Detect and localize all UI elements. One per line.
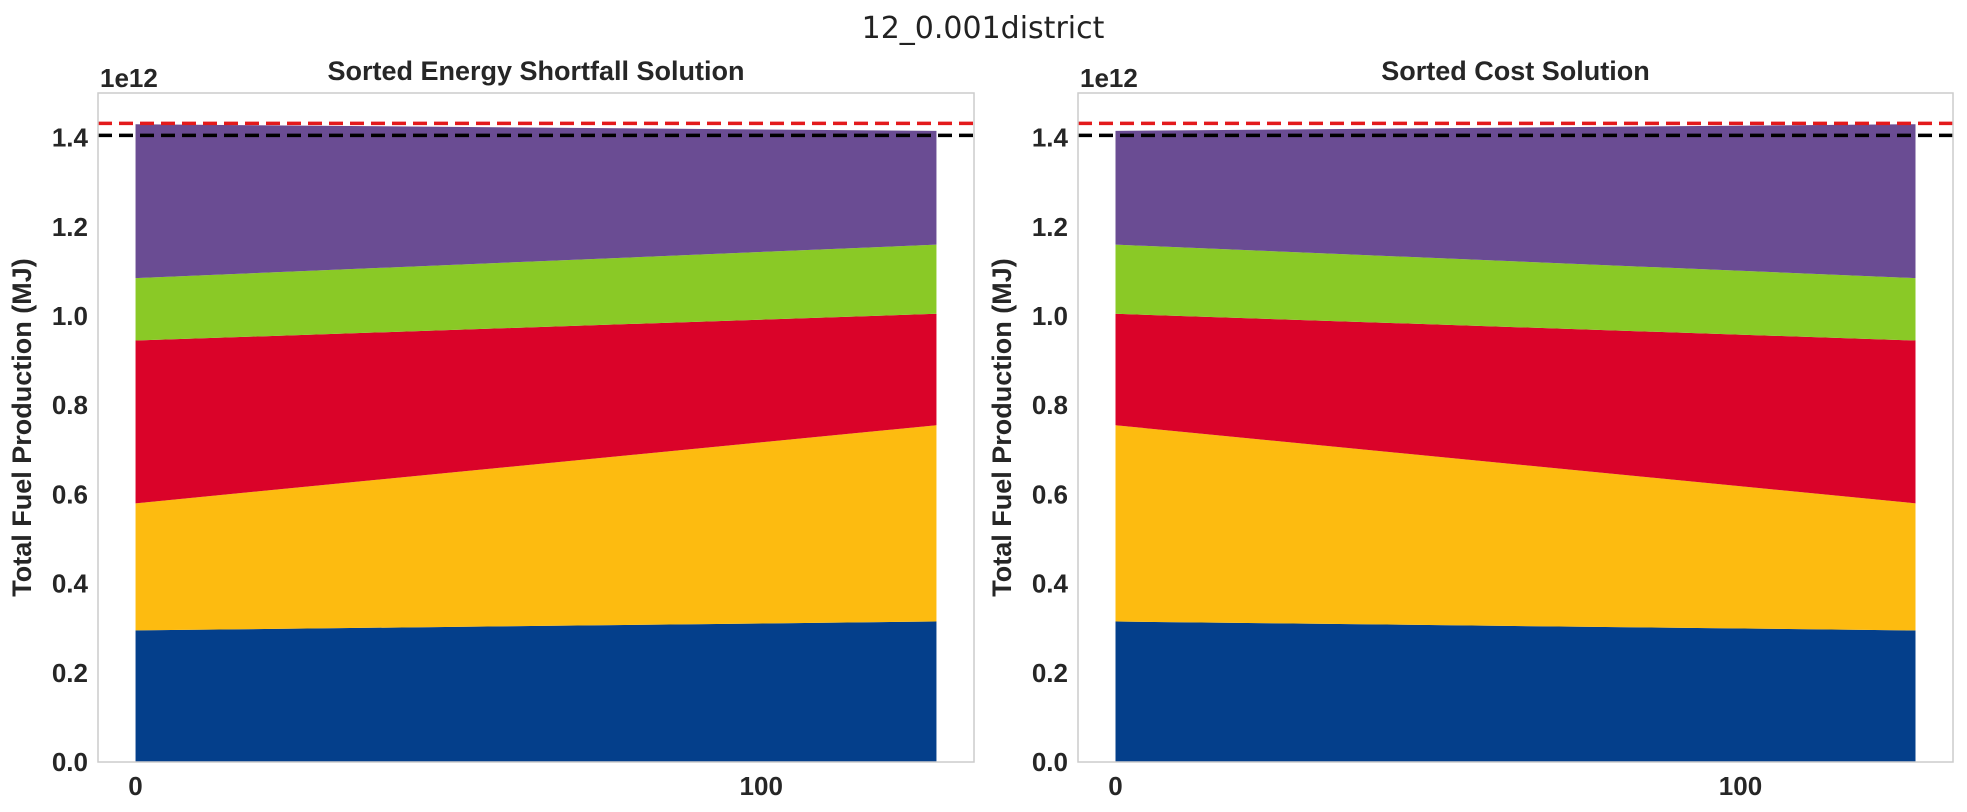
area-series-5 (1115, 124, 1916, 279)
figure-suptitle: 12_0.001district (862, 11, 1105, 46)
y-tick-label: 1.4 (1032, 123, 1069, 153)
y-tick-label: 1.2 (1032, 212, 1068, 242)
y-offset-label: 1e12 (100, 63, 158, 93)
area-series-5 (135, 124, 937, 279)
y-axis-label: Total Fuel Production (MJ) (987, 258, 1017, 596)
x-axis-ticks: 0 100 (128, 771, 783, 801)
y-tick-label: 0.6 (52, 479, 88, 509)
y-axis-ticks: 0.0 0.2 0.4 0.6 0.8 1.0 1.2 1.4 (1032, 123, 1069, 777)
y-tick-label: 0.0 (52, 747, 88, 777)
y-tick-label: 1.4 (52, 123, 89, 153)
x-axis-ticks: 0 100 (1108, 771, 1762, 801)
panel-title: Sorted Energy Shortfall Solution (327, 56, 744, 86)
y-tick-label: 0.0 (1032, 747, 1068, 777)
y-tick-label: 1.0 (1032, 301, 1068, 331)
y-tick-label: 0.4 (1032, 569, 1069, 599)
y-tick-label: 0.8 (1032, 390, 1068, 420)
x-tick-label: 100 (740, 771, 783, 801)
area-series-4 (135, 244, 937, 341)
y-offset-label: 1e12 (1080, 63, 1138, 93)
area-series-4 (1115, 244, 1916, 341)
panel-cost: 0.0 0.2 0.4 0.6 0.8 1.0 1.2 1.4 0 100 1e12 Sorte… (987, 56, 1954, 801)
y-tick-label: 0.6 (1032, 479, 1068, 509)
plot-frame (1077, 92, 1954, 763)
y-tick-label: 1.2 (52, 212, 88, 242)
y-tick-label: 0.2 (1032, 658, 1068, 688)
area-series-1 (135, 621, 937, 762)
panel-title: Sorted Cost Solution (1381, 56, 1649, 86)
area-series-2 (1115, 425, 1916, 631)
y-tick-label: 1.0 (52, 301, 88, 331)
area-series-1 (1115, 621, 1916, 762)
x-tick-label: 0 (1108, 771, 1122, 801)
y-tick-label: 0.8 (52, 390, 88, 420)
stacked-areas (135, 124, 937, 762)
y-axis-ticks: 0.0 0.2 0.4 0.6 0.8 1.0 1.2 1.4 (52, 123, 89, 777)
panel-energy-shortfall: 0.0 0.2 0.4 0.6 0.8 1.0 1.2 1.4 0 100 1e12 Sorte… (7, 56, 975, 801)
x-tick-label: 0 (128, 771, 142, 801)
plot-frame (97, 92, 975, 763)
y-axis-label: Total Fuel Production (MJ) (7, 258, 37, 596)
y-tick-label: 0.2 (52, 658, 88, 688)
area-series-2 (135, 425, 937, 631)
area-series-3 (135, 313, 937, 504)
stacked-areas (1115, 124, 1916, 762)
area-series-3 (1115, 313, 1916, 504)
x-tick-label: 100 (1719, 771, 1762, 801)
y-tick-label: 0.4 (52, 569, 89, 599)
